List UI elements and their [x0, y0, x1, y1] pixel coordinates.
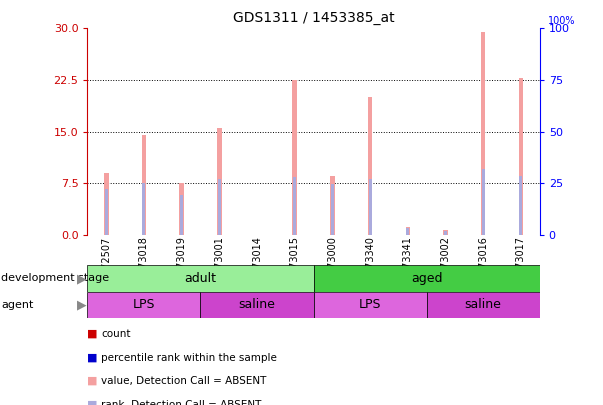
Bar	[217, 128, 222, 235]
Text: ■: ■	[87, 329, 98, 339]
Text: saline: saline	[465, 298, 502, 311]
Bar	[368, 97, 372, 235]
Bar	[87, 292, 200, 318]
Bar	[180, 183, 184, 235]
Bar	[368, 179, 371, 235]
Bar	[218, 179, 221, 235]
Bar	[314, 292, 427, 318]
Bar	[519, 176, 522, 235]
Bar	[104, 173, 109, 235]
Text: LPS: LPS	[133, 298, 155, 311]
Bar	[87, 265, 314, 292]
Text: agent: agent	[1, 300, 34, 310]
Text: LPS: LPS	[359, 298, 381, 311]
Text: ■: ■	[87, 376, 98, 386]
Text: count: count	[101, 329, 131, 339]
Text: percentile rank within the sample: percentile rank within the sample	[101, 353, 277, 362]
Text: value, Detection Call = ABSENT: value, Detection Call = ABSENT	[101, 376, 267, 386]
Bar	[427, 292, 540, 318]
Bar	[180, 195, 183, 235]
Bar	[331, 184, 334, 235]
Bar	[105, 190, 108, 235]
Bar	[444, 231, 447, 235]
Text: ■: ■	[87, 353, 98, 362]
Text: ■: ■	[87, 400, 98, 405]
Bar	[142, 135, 146, 235]
Bar	[292, 80, 297, 235]
Text: aged: aged	[411, 272, 443, 285]
Bar	[406, 227, 410, 235]
Bar	[406, 228, 409, 235]
Bar	[519, 78, 523, 235]
Bar	[314, 265, 540, 292]
Bar	[142, 183, 145, 235]
Bar	[293, 177, 296, 235]
Bar	[330, 177, 335, 235]
Text: ▶: ▶	[77, 298, 86, 311]
Bar	[482, 169, 485, 235]
Text: development stage: development stage	[1, 273, 109, 283]
Bar	[200, 292, 314, 318]
Text: ▶: ▶	[77, 272, 86, 285]
Bar	[443, 230, 447, 235]
Title: GDS1311 / 1453385_at: GDS1311 / 1453385_at	[233, 11, 394, 25]
Text: adult: adult	[185, 272, 216, 285]
Text: saline: saline	[239, 298, 276, 311]
Text: rank, Detection Call = ABSENT: rank, Detection Call = ABSENT	[101, 400, 262, 405]
Text: 100%: 100%	[548, 15, 575, 26]
Bar	[481, 32, 485, 235]
